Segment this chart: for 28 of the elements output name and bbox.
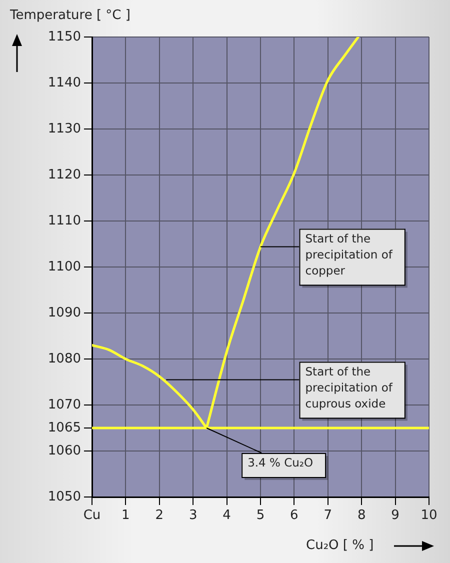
- x-tick-label: 2: [155, 508, 164, 524]
- x-tick-label: Cu: [83, 508, 101, 524]
- x-tick-label: 6: [290, 508, 298, 524]
- y-tick-label: 1110: [48, 213, 81, 228]
- y-tick-label: 1090: [48, 305, 81, 320]
- y-tick-label: 1150: [48, 29, 81, 44]
- y-tick-label: 1130: [48, 121, 81, 136]
- y-axis-title: Temperature [ °C ]: [10, 8, 130, 23]
- y-tick-label: 1080: [48, 351, 81, 366]
- y-tick-label: 1140: [48, 75, 81, 90]
- x-axis-title: Cu₂O [ % ]: [306, 538, 374, 553]
- x-tick-label: 8: [357, 508, 366, 524]
- x-tick-label: 10: [420, 508, 438, 524]
- x-tick-label: 4: [222, 508, 231, 524]
- y-tick-label: 1065: [48, 420, 81, 436]
- y-tick-label: 1050: [48, 489, 81, 504]
- y-tick-label: 1060: [48, 443, 81, 458]
- x-tick-label: 9: [391, 508, 400, 524]
- annotation: 3.4 % Cu₂O: [248, 456, 314, 470]
- x-tick-label: 3: [188, 508, 198, 524]
- annotation: Start of the precipitation of cuprous oxide: [305, 364, 394, 410]
- x-tick-label: 7: [324, 508, 332, 524]
- y-tick-label: 1120: [48, 167, 81, 182]
- x-tick-label: 1: [122, 508, 130, 524]
- annotation: Start of the precipitation of copper: [305, 231, 394, 278]
- y-tick-label: 1100: [48, 259, 81, 274]
- x-tick-label: 5: [256, 508, 265, 524]
- y-tick-label: 1070: [48, 397, 81, 412]
